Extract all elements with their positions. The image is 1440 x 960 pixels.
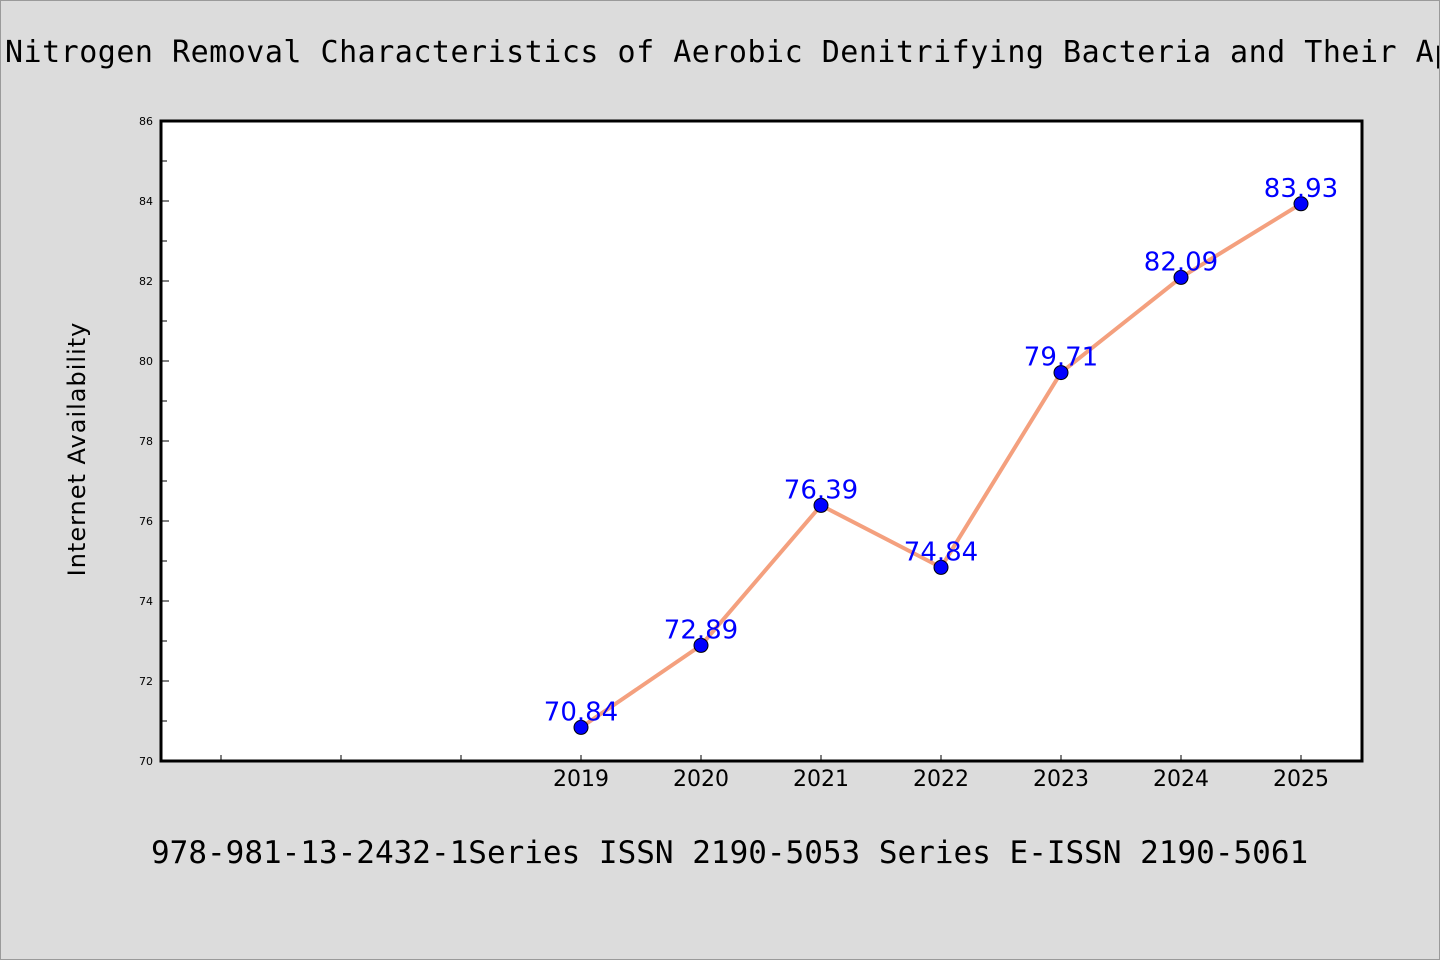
data-label: 83.93 [1264,174,1338,204]
data-point [573,719,589,735]
x-tick-label: 2020 [673,767,729,792]
data-label: 76.39 [784,475,858,505]
y-axis-label: Internet Availability [63,322,91,577]
data-point [1293,196,1309,212]
y-tick-label: 82 [139,275,153,288]
x-tick-label: 2022 [913,767,969,792]
data-point [693,637,709,653]
plot-area [159,119,1364,763]
x-tick-label: 2019 [553,767,609,792]
y-tick-label: 78 [139,435,153,448]
y-tick-label: 84 [139,195,153,208]
x-tick-label: 2023 [1033,767,1089,792]
data-label: 82.09 [1144,247,1218,277]
x-tick-label: 2024 [1153,767,1209,792]
data-point [933,559,949,575]
x-tick-label: 2021 [793,767,849,792]
y-tick-label: 86 [139,115,153,128]
y-tick-label: 74 [139,595,153,608]
y-tick-label: 80 [139,355,153,368]
y-tick-label: 72 [139,675,153,688]
data-label: 72.89 [664,615,738,645]
data-point [813,497,829,513]
x-tick-label: 2025 [1273,767,1329,792]
footer-isbn-text: 978-981-13-2432-1Series ISSN 2190-5053 S… [151,835,1309,871]
data-label: 74.84 [904,537,978,567]
data-label: 70.84 [544,697,618,727]
data-point [1173,269,1189,285]
y-tick-label: 76 [139,515,153,528]
data-point [1053,365,1069,381]
data-label: 79.71 [1024,343,1098,373]
y-tick-label: 70 [139,755,153,768]
chart-title: Nitrogen Removal Characteristics of Aero… [5,35,1440,70]
